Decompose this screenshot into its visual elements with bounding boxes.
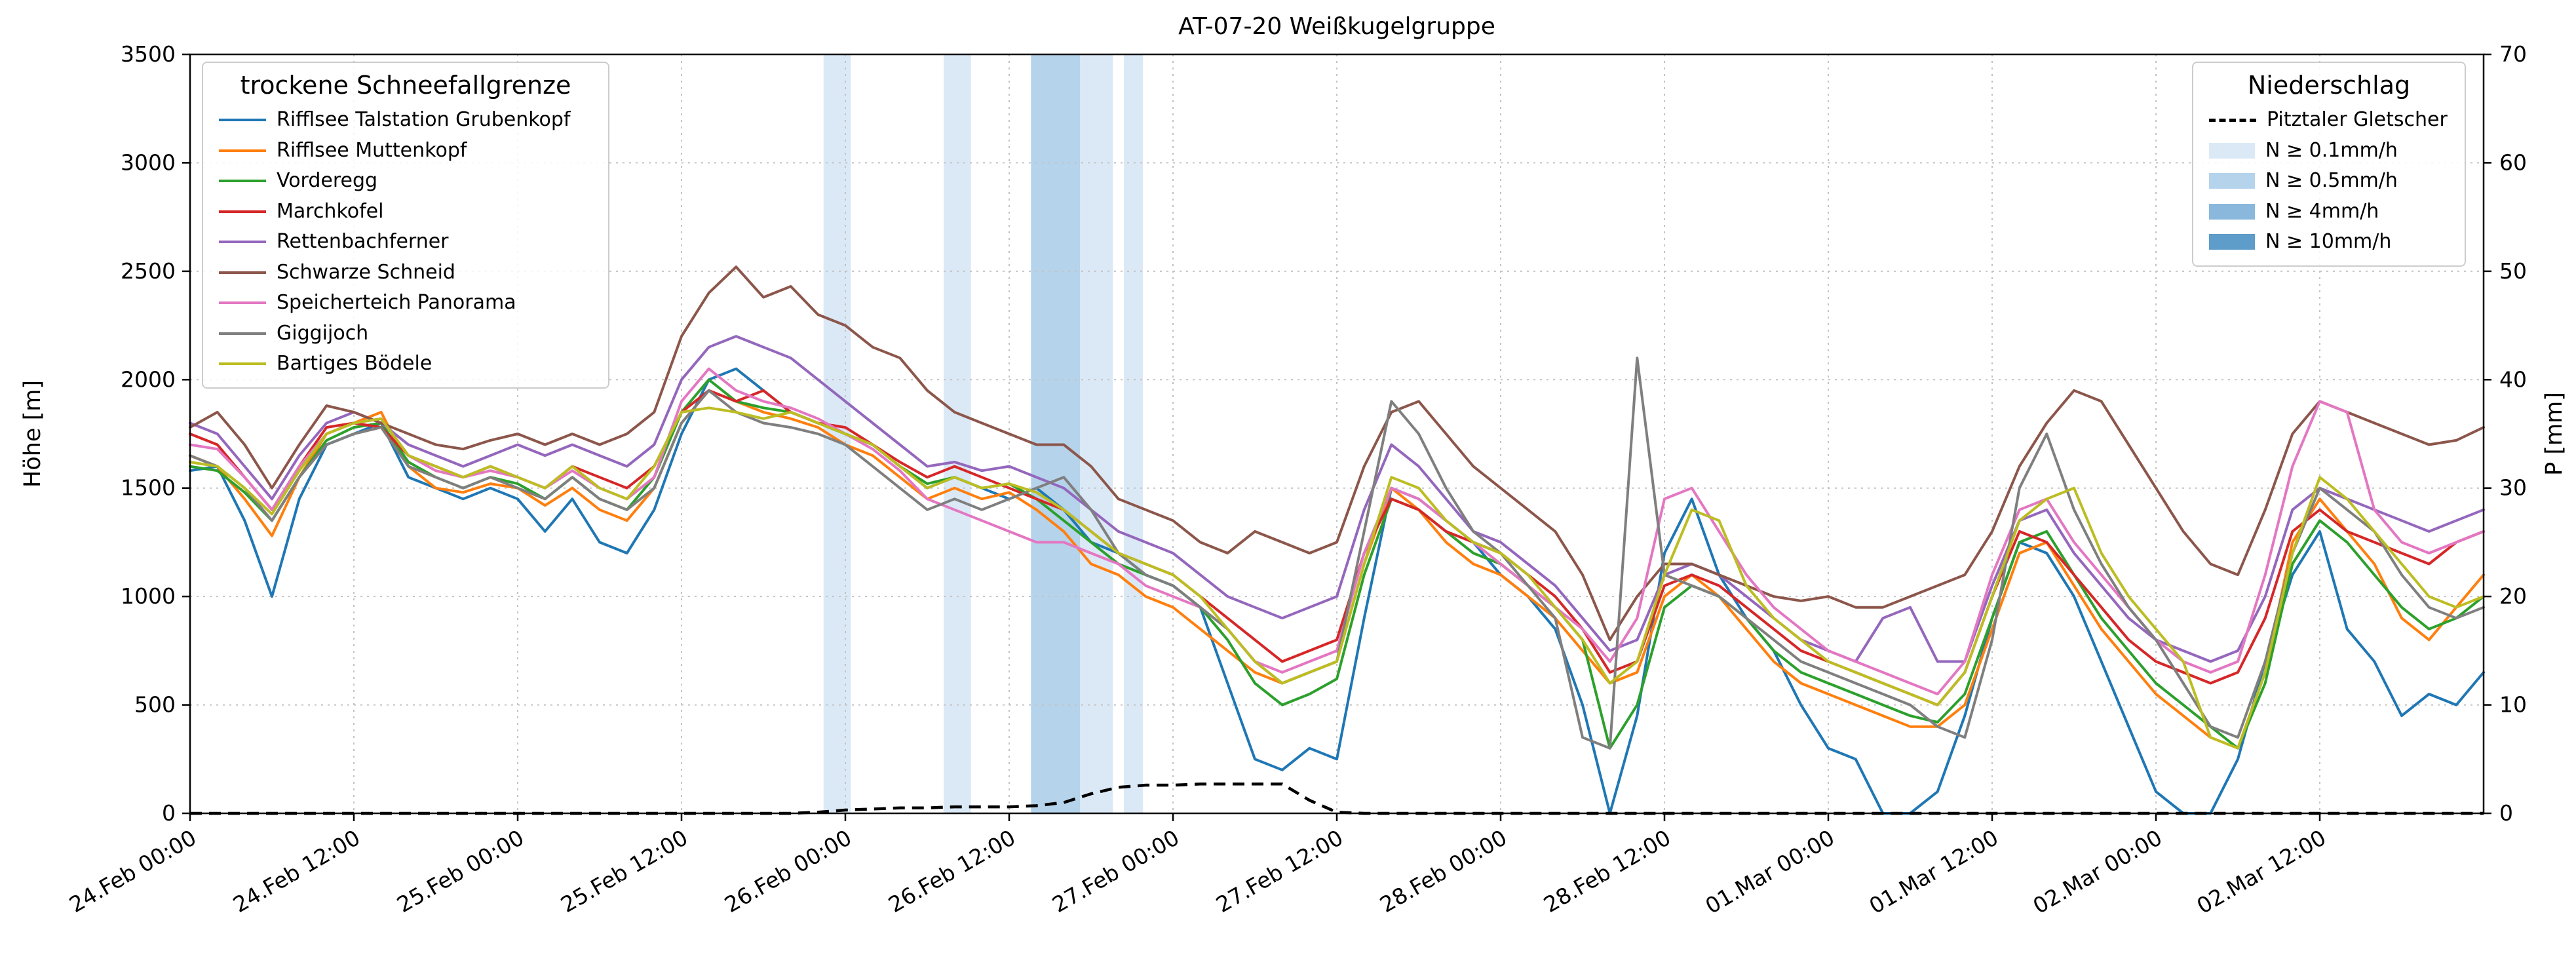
line-sample-icon: [219, 149, 266, 152]
svg-text:24.Feb 12:00: 24.Feb 12:00: [229, 824, 364, 918]
axis-ticks: [182, 53, 2491, 821]
svg-text:02.Mar 12:00: 02.Mar 12:00: [2193, 824, 2330, 919]
legend-snowline: trockene Schneefallgrenze Rifflsee Talst…: [202, 62, 609, 389]
svg-text:28.Feb 00:00: 28.Feb 00:00: [1375, 824, 1511, 918]
y-axis-label-left: Höhe [m]: [20, 380, 46, 488]
svg-text:40: 40: [2499, 366, 2527, 392]
precip-band: [1031, 54, 1050, 813]
line-sample-icon: [219, 210, 266, 213]
legend-entry-label: Schwarze Schneid: [277, 260, 455, 284]
svg-text:50: 50: [2499, 258, 2527, 284]
legend-entry-label: N ≥ 0.5mm/h: [2265, 169, 2398, 192]
svg-text:2000: 2000: [121, 366, 176, 392]
precip-level-swatch-icon: [2209, 203, 2255, 220]
legend-entry: Vorderegg: [215, 166, 596, 197]
legend-entry: N ≥ 4mm/h: [2205, 197, 2453, 227]
legend-entry: Giggijoch: [215, 319, 596, 349]
legend-entry-label: Giggijoch: [277, 321, 369, 345]
svg-text:27.Feb 12:00: 27.Feb 12:00: [1212, 824, 1347, 918]
svg-text:1000: 1000: [121, 583, 176, 609]
legend-precip: Niederschlag Pitztaler Gletscher N ≥ 0.1…: [2192, 62, 2466, 267]
legend-entry-label: Vorderegg: [277, 169, 378, 192]
line-sample-icon: [219, 119, 266, 122]
svg-text:24.Feb 00:00: 24.Feb 00:00: [65, 824, 201, 918]
legend-entry: N ≥ 10mm/h: [2205, 227, 2453, 258]
svg-text:0: 0: [162, 800, 176, 826]
legend-entry: Pitztaler Gletscher: [2205, 105, 2453, 136]
y-axis-label-right: P [mm]: [2541, 392, 2567, 476]
legend-entry-label: Rettenbachferner: [277, 230, 449, 253]
svg-text:500: 500: [134, 692, 176, 718]
svg-text:3000: 3000: [121, 149, 176, 175]
legend-entry-label: Bartiges Bödele: [277, 352, 433, 375]
svg-text:01.Mar 00:00: 01.Mar 00:00: [1701, 824, 1839, 919]
legend-entry-label: N ≥ 0.1mm/h: [2265, 138, 2398, 162]
legend-entry-label: Marchkofel: [277, 199, 384, 223]
legend-precip-title: Niederschlag: [2247, 71, 2411, 100]
svg-text:30: 30: [2499, 475, 2527, 501]
legend-snowline-title: trockene Schneefallgrenze: [240, 71, 571, 100]
chart-title: AT-07-20 Weißkugelgruppe: [1178, 13, 1495, 40]
legend-entry-label: N ≥ 10mm/h: [2265, 230, 2392, 253]
precip-band: [1124, 54, 1144, 813]
svg-text:26.Feb 12:00: 26.Feb 12:00: [884, 824, 1020, 918]
legend-entry: N ≥ 0.1mm/h: [2205, 136, 2453, 166]
legend-entry: Schwarze Schneid: [215, 258, 596, 288]
svg-text:10: 10: [2499, 692, 2527, 718]
svg-text:60: 60: [2499, 149, 2527, 175]
precip-level-swatch-icon: [2209, 234, 2255, 250]
legend-entry: Rettenbachferner: [215, 227, 596, 258]
line-sample-icon: [219, 180, 266, 183]
line-sample-icon: [219, 362, 266, 366]
svg-text:27.Feb 00:00: 27.Feb 00:00: [1048, 824, 1183, 918]
precip-band: [1080, 54, 1113, 813]
svg-text:25.Feb 00:00: 25.Feb 00:00: [393, 824, 528, 918]
svg-text:2500: 2500: [121, 258, 176, 284]
svg-text:01.Mar 12:00: 01.Mar 12:00: [1865, 824, 2003, 919]
svg-text:70: 70: [2499, 41, 2527, 67]
legend-entry-label: Rifflsee Talstation Grubenkopf: [277, 108, 571, 131]
svg-text:0: 0: [2499, 800, 2513, 826]
legend-entry: Speicherteich Panorama: [215, 288, 596, 319]
svg-text:25.Feb 12:00: 25.Feb 12:00: [556, 824, 692, 918]
line-sample-icon: [219, 332, 266, 335]
precip-band: [944, 54, 971, 813]
svg-text:28.Feb 12:00: 28.Feb 12:00: [1539, 824, 1675, 918]
svg-text:26.Feb 00:00: 26.Feb 00:00: [720, 824, 856, 918]
precip-level-swatch-icon: [2209, 173, 2255, 189]
svg-text:3500: 3500: [121, 41, 176, 67]
precip-band: [1050, 54, 1081, 813]
legend-entry: N ≥ 0.5mm/h: [2205, 166, 2453, 197]
dashed-line-sample-icon: [2209, 118, 2256, 122]
series-line-6: [189, 367, 2485, 695]
svg-text:20: 20: [2499, 583, 2527, 609]
svg-text:02.Mar 00:00: 02.Mar 00:00: [2029, 824, 2166, 919]
series-line-5: [189, 265, 2485, 642]
line-sample-icon: [219, 271, 266, 274]
precip-level-swatch-icon: [2209, 142, 2255, 159]
legend-entry-label: Speicherteich Panorama: [277, 291, 516, 314]
legend-entry: Marchkofel: [215, 197, 596, 227]
y-tick-labels-right: 0 10 20 30 40 50 60 70: [2499, 41, 2527, 826]
line-sample-icon: [219, 241, 266, 244]
series-line-0: [189, 367, 2485, 815]
legend-entry-label: Pitztaler Gletscher: [2267, 108, 2448, 131]
line-sample-icon: [219, 301, 266, 305]
legend-entry-label: N ≥ 4mm/h: [2265, 199, 2379, 223]
svg-text:1500: 1500: [121, 475, 176, 501]
x-tick-labels: 24.Feb 00:00 24.Feb 12:00 25.Feb 00:00 25.F…: [65, 824, 2330, 919]
y-tick-labels-left: 0 500 1000 1500 2000 2500 3000 3500: [121, 41, 176, 826]
series-line-4: [189, 335, 2485, 663]
series-line-8: [189, 406, 2485, 750]
precip-bands: [823, 54, 1144, 813]
series-line-1: [189, 389, 2485, 750]
legend-entry: Bartiges Bödele: [215, 349, 596, 379]
legend-entry-label: Rifflsee Muttenkopf: [277, 138, 467, 162]
legend-entry: Rifflsee Muttenkopf: [215, 136, 596, 166]
legend-entry: Rifflsee Talstation Grubenkopf: [215, 105, 596, 136]
